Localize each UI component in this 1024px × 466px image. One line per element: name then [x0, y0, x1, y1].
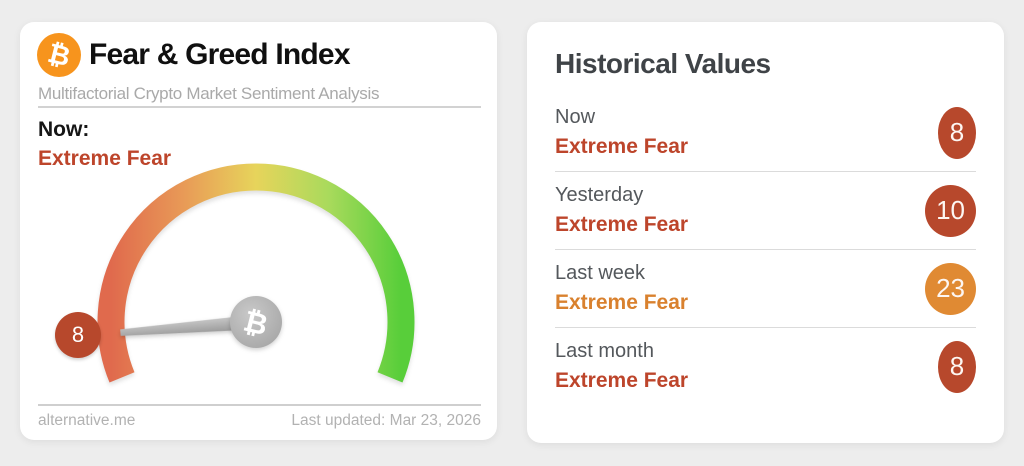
history-row-now: Now Extreme Fear 8: [555, 94, 976, 172]
gauge-chart: ₿: [97, 163, 415, 383]
now-sentiment: Extreme Fear: [38, 147, 172, 170]
bitcoin-glyph: ₿: [44, 37, 74, 73]
historical-values-card: Historical Values Now Extreme Fear 8 Yes…: [527, 22, 1004, 443]
row-sentiment: Extreme Fear: [555, 135, 689, 158]
row-sentiment: Extreme Fear: [555, 369, 689, 392]
card-title: Fear & Greed Index: [89, 38, 351, 71]
row-label: Now: [555, 106, 596, 128]
row-label: Yesterday: [555, 184, 644, 206]
row-label: Last month: [555, 340, 654, 362]
history-title: Historical Values: [555, 48, 771, 79]
value-badge: 8: [938, 106, 976, 159]
value-badge: 23: [925, 262, 976, 315]
value-badge: 10: [925, 184, 976, 237]
now-label: Now:: [38, 118, 90, 141]
last-updated-text: Last updated: Mar 23, 2026: [291, 412, 481, 429]
gauge-arc: [97, 163, 415, 383]
history-row-last-week: Last week Extreme Fear 23: [555, 250, 976, 328]
gauge-needle: [120, 314, 261, 336]
row-label: Last week: [555, 262, 646, 284]
value-badge: 8: [938, 340, 976, 393]
history-row-last-month: Last month Extreme Fear 8: [555, 328, 976, 405]
fear-greed-card: ₿ Fear & Greed Index Multifactorial Cryp…: [20, 22, 497, 440]
bitcoin-logo-icon: ₿: [37, 33, 81, 77]
header-divider: [38, 106, 481, 108]
gauge-value-badge: 8: [55, 312, 101, 358]
row-sentiment: Extreme Fear: [555, 213, 689, 236]
history-row-yesterday: Yesterday Extreme Fear 10: [555, 172, 976, 250]
row-sentiment: Extreme Fear: [555, 291, 689, 314]
footer-divider: [38, 404, 481, 406]
gauge-hub: [230, 296, 282, 348]
source-link[interactable]: alternative.me: [38, 412, 136, 429]
card-subtitle: Multifactorial Crypto Market Sentiment A…: [38, 84, 380, 103]
